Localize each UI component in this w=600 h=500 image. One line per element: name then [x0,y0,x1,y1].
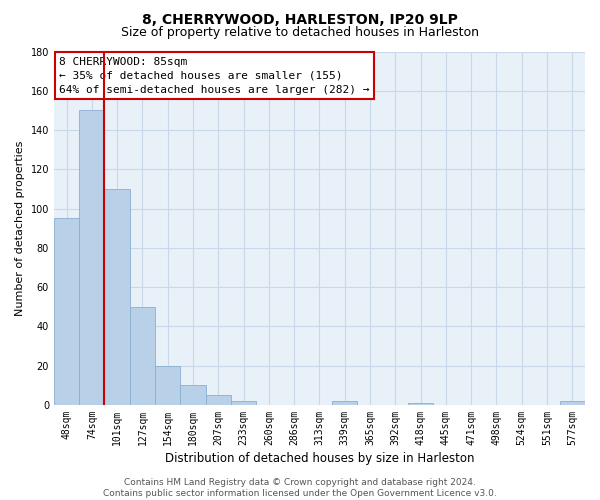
Bar [104,189,130,405]
Bar [408,403,433,405]
Bar [79,110,104,405]
Bar [231,401,256,405]
Bar [54,218,79,405]
Y-axis label: Number of detached properties: Number of detached properties [15,140,25,316]
Bar [181,386,206,405]
Bar [560,401,585,405]
Text: Size of property relative to detached houses in Harleston: Size of property relative to detached ho… [121,26,479,39]
Bar [332,401,358,405]
Text: 8 CHERRYWOOD: 85sqm
← 35% of detached houses are smaller (155)
64% of semi-detac: 8 CHERRYWOOD: 85sqm ← 35% of detached ho… [59,57,370,95]
Text: 8, CHERRYWOOD, HARLESTON, IP20 9LP: 8, CHERRYWOOD, HARLESTON, IP20 9LP [142,12,458,26]
Text: Contains HM Land Registry data © Crown copyright and database right 2024.
Contai: Contains HM Land Registry data © Crown c… [103,478,497,498]
Bar [155,366,181,405]
Bar [206,395,231,405]
X-axis label: Distribution of detached houses by size in Harleston: Distribution of detached houses by size … [165,452,474,465]
Bar [130,307,155,405]
